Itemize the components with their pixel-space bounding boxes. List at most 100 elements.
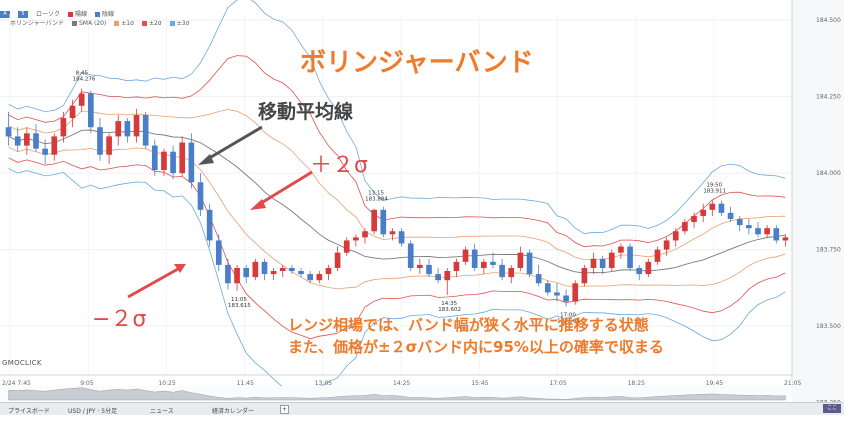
- x-tick-label: 11:45: [237, 380, 254, 387]
- candle-down: [426, 264, 432, 275]
- candle-up: [270, 271, 277, 275]
- annotation-minus-2-sigma: −２σ: [92, 307, 147, 332]
- legend-up: 陽線: [68, 10, 87, 19]
- annotation-moving-average: 移動平均線: [258, 101, 354, 123]
- price-label-time: 14:35: [441, 301, 457, 307]
- x-tick-label: 9:05: [80, 380, 94, 387]
- plus-2-sigma-line: [8, 55, 786, 248]
- tab-price-board[interactable]: プライスボード: [8, 408, 50, 415]
- candle-up: [133, 114, 140, 137]
- y-tick-label: 184.500: [816, 17, 841, 24]
- y-axis-panel: [792, 0, 844, 402]
- price-label-time: 19:50: [706, 182, 722, 188]
- tab-chart[interactable]: USD / JPY · 5分足: [68, 408, 118, 415]
- candle-up: [444, 271, 451, 281]
- x-tick-label: 15:45: [471, 380, 488, 387]
- minus-3-sigma-line: [8, 168, 786, 396]
- candle-up: [334, 252, 341, 268]
- candle-up: [234, 267, 240, 284]
- candle-down: [33, 133, 39, 149]
- candle-up: [572, 283, 579, 302]
- y-tick-label: 183.750: [816, 247, 841, 254]
- candle-up: [709, 203, 716, 210]
- add-tab-button[interactable]: +: [280, 405, 289, 414]
- x-tick-label: 2/24 7:45: [2, 380, 31, 387]
- s1-swatch: [114, 21, 120, 26]
- candle-down: [380, 209, 387, 235]
- candle-down: [5, 127, 12, 137]
- down-swatch: [95, 12, 101, 17]
- candle-up: [590, 258, 597, 268]
- candle-down: [188, 142, 195, 183]
- candle-down: [197, 182, 204, 210]
- candle-down: [435, 274, 441, 281]
- candle-up: [343, 240, 350, 253]
- price-label-time: 8:45: [76, 71, 89, 77]
- candle-down: [736, 219, 743, 226]
- legend-s2-label: ±2σ: [148, 20, 162, 27]
- legend-candle-label: ローソク: [36, 11, 61, 18]
- candle-up: [78, 93, 85, 106]
- candle-down: [535, 274, 542, 284]
- status-right-button[interactable]: ここ: [822, 404, 841, 413]
- candle-up: [279, 267, 286, 272]
- y-axis: 184.500 184.250 184.000 183.750 183.500 183.2…: [791, 0, 844, 402]
- price-label-time: 17:00: [560, 313, 576, 319]
- legend-s3-label: ±3σ: [176, 20, 190, 27]
- legend-s1: ±1σ: [114, 19, 134, 28]
- candle-down: [727, 212, 734, 220]
- candle-down: [499, 264, 505, 278]
- candle-down: [261, 261, 268, 275]
- candle-up: [316, 274, 323, 281]
- legend-s1-label: ±1σ: [121, 20, 134, 27]
- price-label-value: 183.564: [557, 319, 580, 325]
- candle-down: [14, 136, 21, 146]
- candle-up: [371, 209, 377, 232]
- annotation-description-line1: レンジ相場では、バンド幅が狭く水平に推移する状態: [288, 316, 649, 334]
- candle-up: [24, 133, 30, 146]
- candle-up: [672, 231, 679, 241]
- candle-down: [755, 228, 761, 235]
- candle-down: [718, 203, 725, 213]
- y-tick-label: 184.250: [816, 94, 841, 101]
- candle-down: [563, 295, 569, 302]
- candle-down: [746, 225, 752, 229]
- s2-swatch: [141, 21, 147, 26]
- candle-up: [654, 249, 661, 262]
- legend-row-candles: A 5 ローソク 陽線 陰線: [0, 10, 189, 19]
- candle-down: [407, 243, 414, 268]
- candle-down: [97, 127, 103, 155]
- tab-economic-calendar[interactable]: 経済カレンダー: [212, 408, 255, 415]
- candle-up: [517, 252, 524, 268]
- minus2-arrow: [127, 264, 186, 299]
- candle-up: [353, 237, 359, 241]
- legend-badge-a[interactable]: A: [0, 11, 10, 18]
- candle-up: [252, 261, 259, 278]
- broker-logo: GMOCLICK: [2, 359, 42, 367]
- x-axis: 2/24 7:45 9:05 10:25 11:45 13:05 14:25 15:45 17…: [0, 374, 801, 387]
- candle-up: [462, 249, 469, 262]
- candle-down: [526, 252, 533, 275]
- legend-sma: SMA (20): [71, 19, 106, 28]
- legend-badge-5[interactable]: 5: [18, 11, 28, 18]
- y-tick-label: 184.000: [816, 170, 841, 177]
- candle-up: [691, 215, 697, 223]
- candle-up: [325, 267, 332, 275]
- candle-up: [508, 267, 515, 278]
- minus-2-sigma-line: [8, 157, 786, 340]
- candle-down: [627, 246, 633, 268]
- candle-up: [645, 261, 652, 275]
- candle-up: [618, 246, 624, 253]
- candle-up: [106, 136, 112, 155]
- legend-indicator-label: ボリンジャーバンド: [10, 20, 64, 27]
- tab-news[interactable]: ニュース: [150, 408, 174, 415]
- x-tick-label: 13:05: [315, 380, 332, 387]
- plus2-arrow: [250, 170, 313, 210]
- annotation-arrows: [127, 125, 313, 299]
- navigator-strip: [0, 386, 792, 401]
- candle-up: [608, 252, 615, 268]
- candle-down: [298, 271, 304, 275]
- ma-arrow: [198, 125, 263, 165]
- candle-up: [782, 237, 789, 241]
